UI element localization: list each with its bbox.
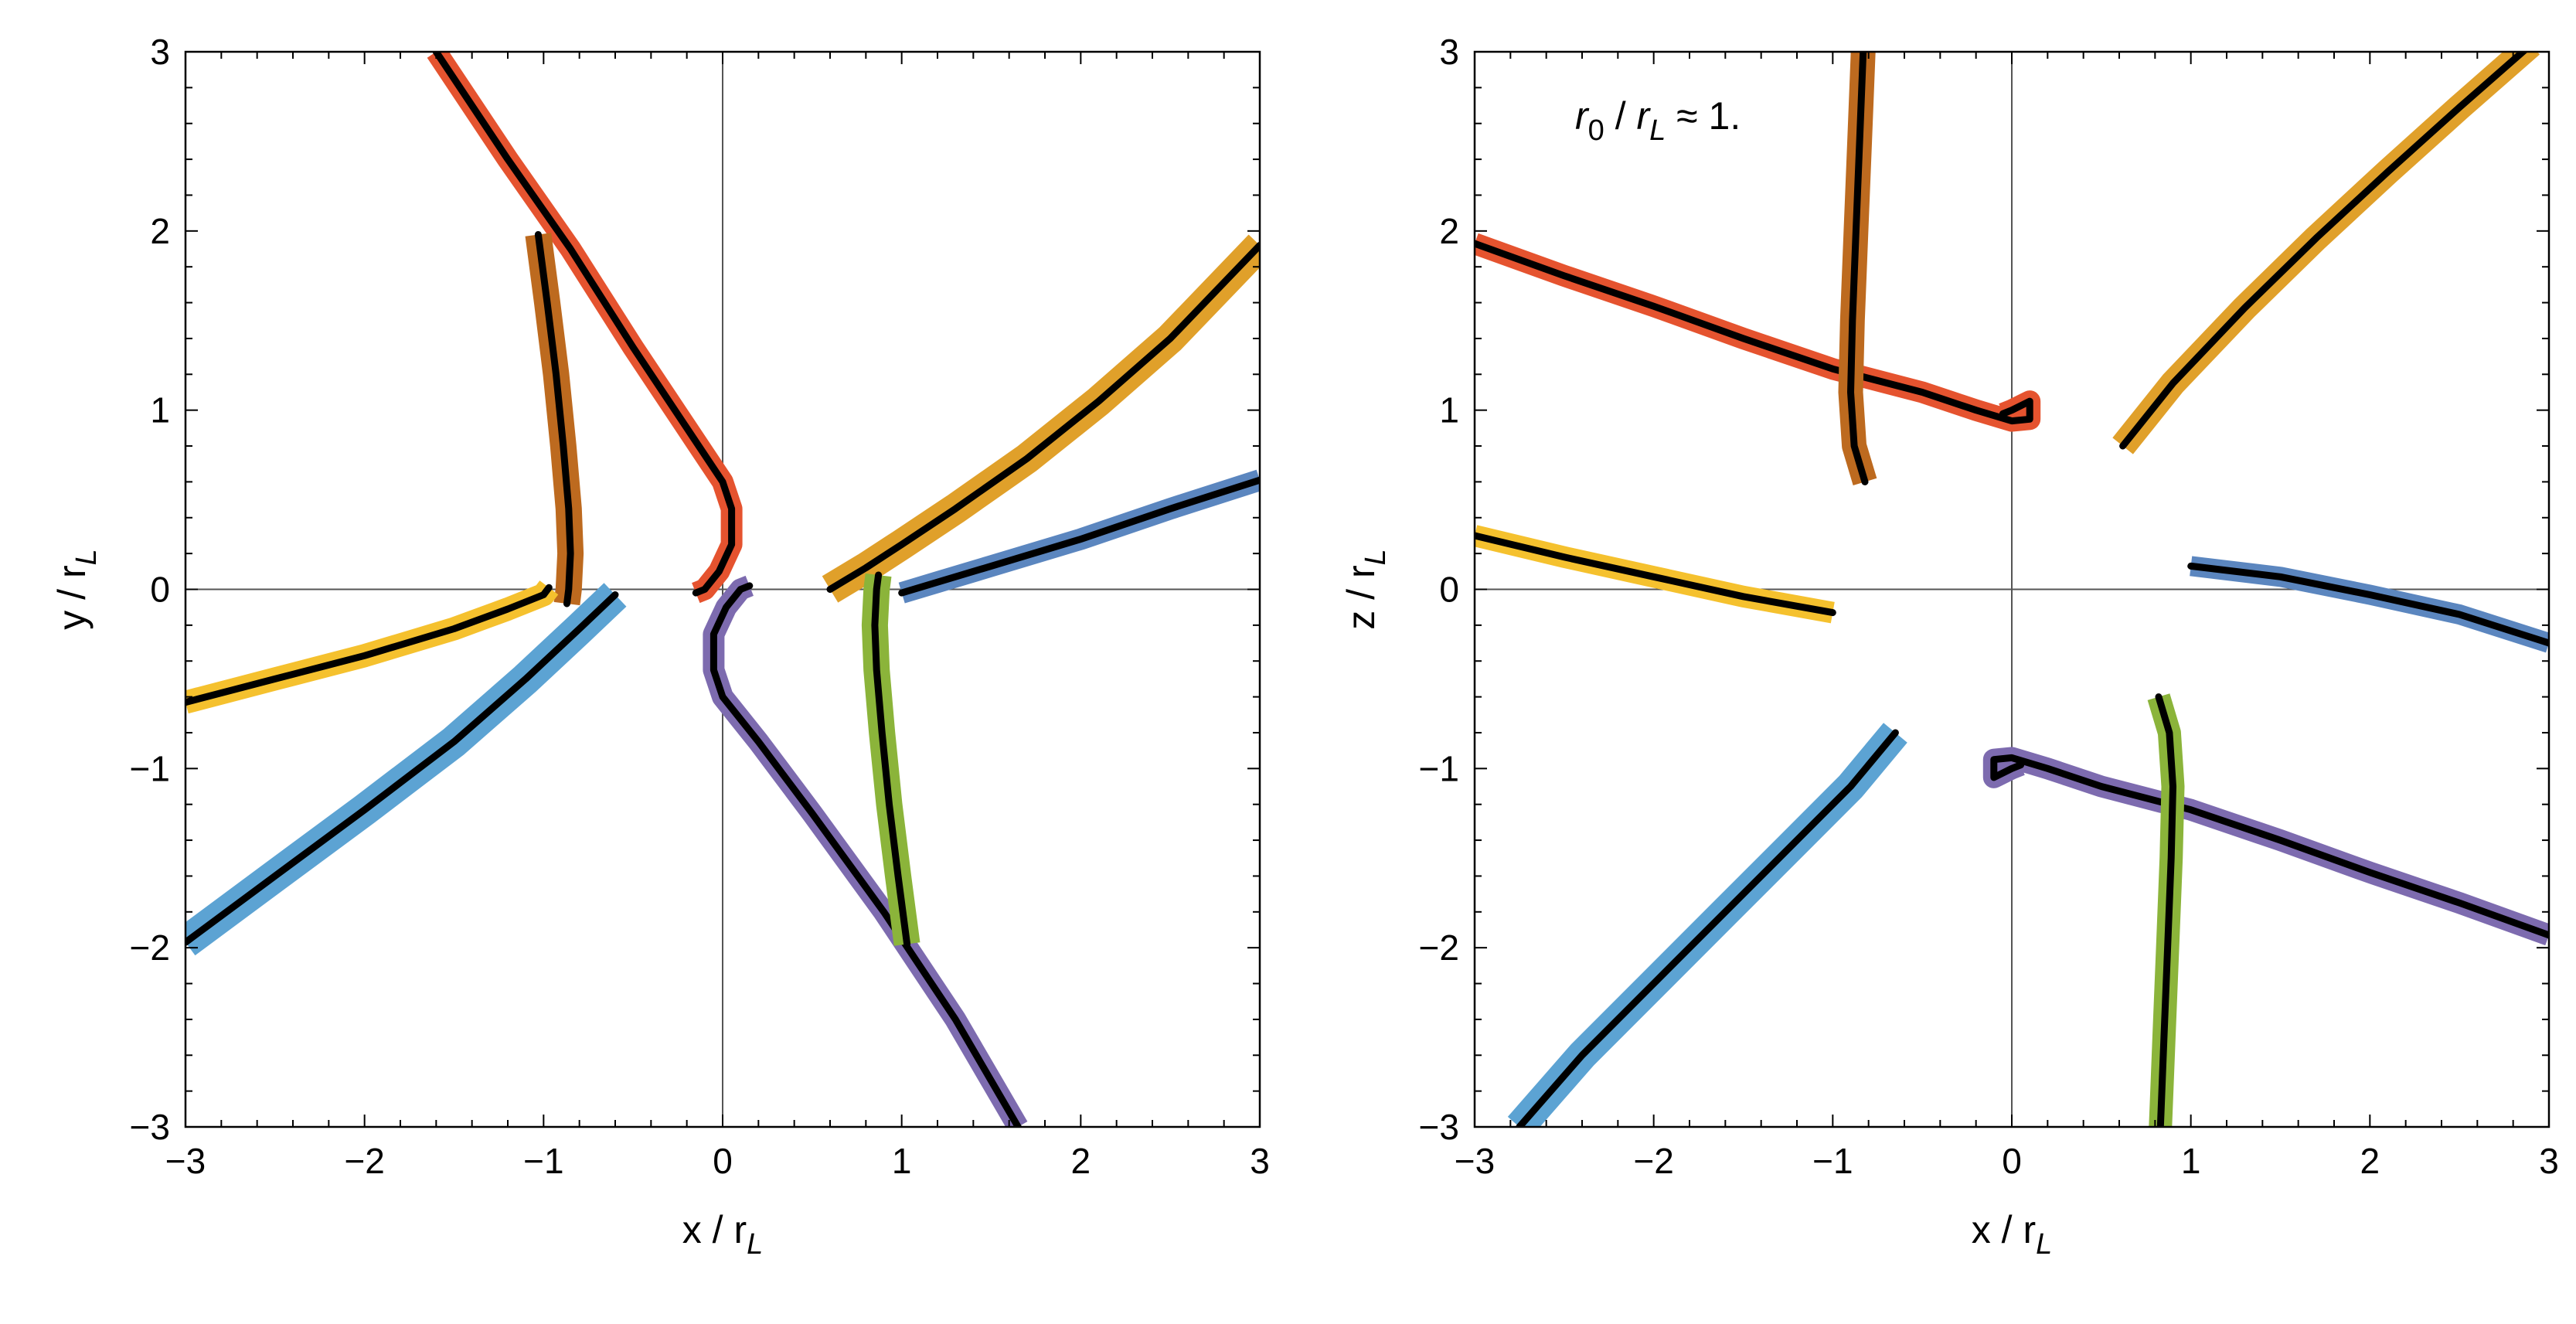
series-6-line xyxy=(1990,754,2549,939)
series-5-line xyxy=(2187,562,2549,647)
series-group xyxy=(1475,52,2549,1127)
y-tick-label: 1 xyxy=(1439,390,1459,431)
x-tick-label: 0 xyxy=(2002,1141,2022,1181)
series-5-band xyxy=(2190,556,2549,653)
x-tick-label: 2 xyxy=(2360,1141,2380,1181)
series-6-line xyxy=(710,582,1022,1127)
y-tick-label: 2 xyxy=(1439,211,1459,251)
x-tick-label: 1 xyxy=(2181,1141,2201,1181)
y-axis-label: z / rL xyxy=(1339,549,1392,629)
series-5-line xyxy=(898,476,1260,597)
y-tick-label: 3 xyxy=(1439,32,1459,72)
series-3-line xyxy=(185,591,619,946)
x-tick-label: 1 xyxy=(892,1141,912,1181)
x-axis-label: x / rL xyxy=(1972,1208,2052,1261)
series-4-band xyxy=(2112,52,2540,454)
series-1-line xyxy=(534,231,574,608)
y-tick-label: −3 xyxy=(1419,1107,1459,1147)
series-7-line xyxy=(2155,693,2176,1127)
series-3-line xyxy=(1516,729,1899,1127)
series-0-band xyxy=(427,52,743,604)
series-4-line xyxy=(826,241,1260,593)
panel-xz: −3 −2 −1 0 1 2 3 −3 −2 −1 0 1 2 3 x / rL z / rL r0 / rL … xyxy=(1339,32,2559,1261)
x-tick-label: 3 xyxy=(1250,1141,1270,1181)
y-tick-label: 2 xyxy=(150,211,170,251)
y-tick-label: −2 xyxy=(1419,927,1459,968)
series-2-line xyxy=(1475,532,1836,617)
series-1-line xyxy=(1847,52,1869,485)
x-tick-label: 2 xyxy=(1071,1141,1091,1181)
y-tick-label: −3 xyxy=(130,1107,170,1147)
x-tick-label: −3 xyxy=(1455,1141,1495,1181)
series-0-line xyxy=(432,52,736,597)
series-group xyxy=(185,52,1260,1127)
panel-xy: −3 −2 −1 0 1 2 3 −3 −2 −1 0 1 2 3 x / rL y / rL xyxy=(50,32,1270,1261)
x-tick-label: 3 xyxy=(2539,1141,2559,1181)
y-axis-label: y / rL xyxy=(50,549,103,629)
y-tick-label: −2 xyxy=(130,927,170,968)
y-tick-label: −1 xyxy=(130,748,170,788)
x-axis-label: x / rL xyxy=(682,1208,763,1261)
y-tick-label: 0 xyxy=(150,570,170,610)
x-tick-label: −1 xyxy=(1812,1141,1853,1181)
series-0-line xyxy=(1475,240,2033,425)
y-tick-label: 1 xyxy=(150,390,170,431)
x-tick-label: −1 xyxy=(523,1141,563,1181)
x-tick-label: −3 xyxy=(165,1141,206,1181)
ratio-annotation: r0 / rL ≈ 1. xyxy=(1575,94,1741,147)
series-4-band xyxy=(822,234,1260,603)
x-tick-label: −2 xyxy=(1633,1141,1673,1181)
series-4-line xyxy=(2119,52,2529,450)
y-tick-label: 0 xyxy=(1439,570,1459,610)
y-tick-label: −1 xyxy=(1419,748,1459,788)
series-7-line xyxy=(871,571,911,948)
x-tick-label: −2 xyxy=(344,1141,384,1181)
series-2-line xyxy=(185,584,553,706)
y-tick-label: 3 xyxy=(150,32,170,72)
x-tick-label: 0 xyxy=(713,1141,733,1181)
